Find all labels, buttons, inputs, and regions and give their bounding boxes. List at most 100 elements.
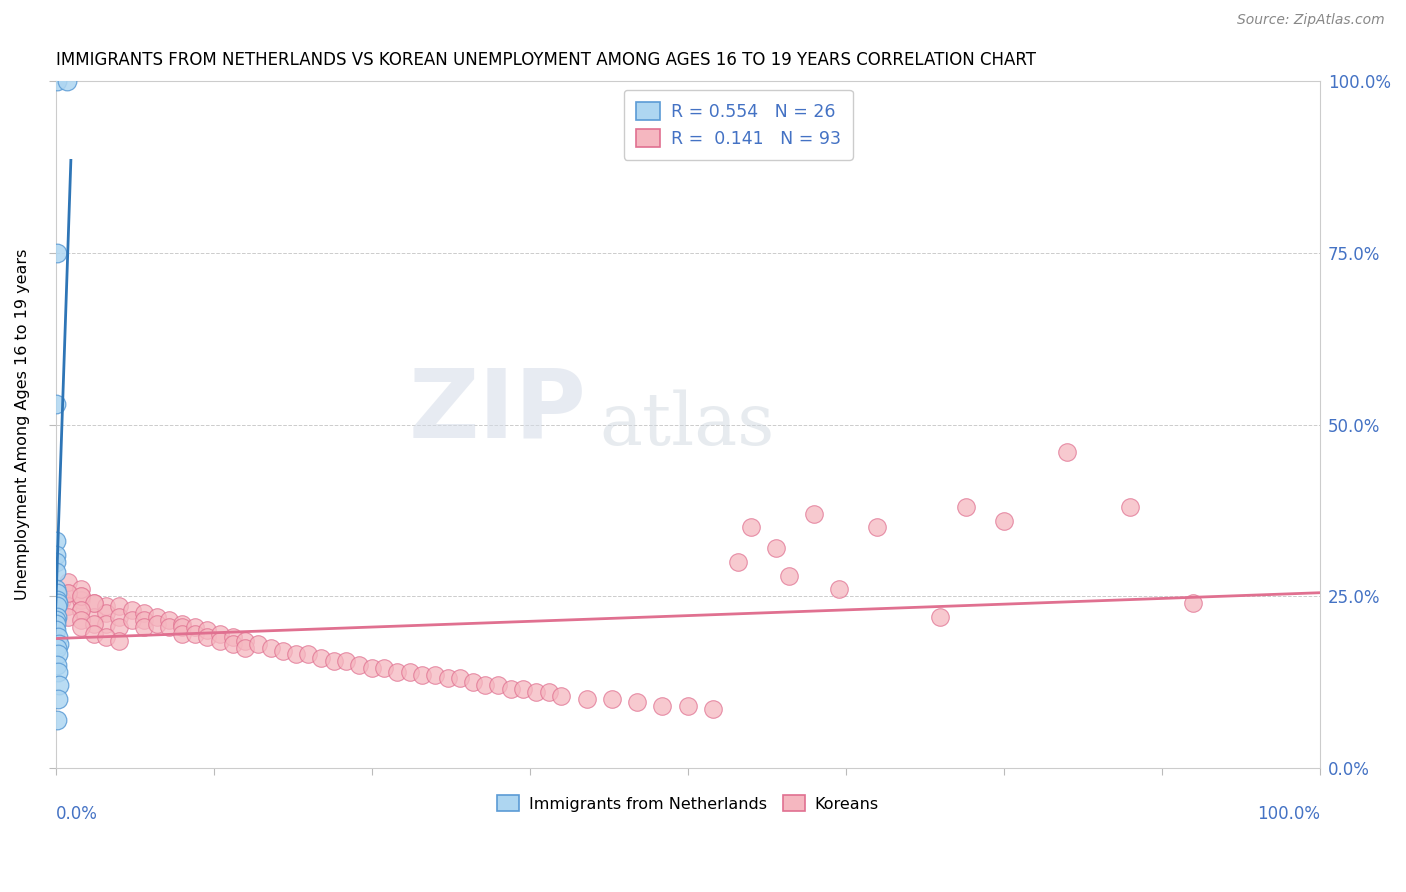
Point xyxy=(322,654,344,668)
Text: 100.0%: 100.0% xyxy=(1257,805,1320,823)
Point xyxy=(83,616,105,631)
Y-axis label: Unemployment Among Ages 16 to 19 years: Unemployment Among Ages 16 to 19 years xyxy=(15,249,30,600)
Point xyxy=(208,633,231,648)
Point xyxy=(46,585,69,599)
Point xyxy=(70,603,93,617)
Point xyxy=(58,585,80,599)
Point xyxy=(83,609,105,624)
Point xyxy=(121,613,143,627)
Point xyxy=(58,585,80,599)
Point xyxy=(45,548,67,562)
Point xyxy=(96,630,118,644)
Point xyxy=(626,696,648,710)
Point xyxy=(46,692,69,706)
Text: atlas: atlas xyxy=(599,389,775,459)
Point xyxy=(461,674,484,689)
Point xyxy=(46,74,69,88)
Text: IMMIGRANTS FROM NETHERLANDS VS KOREAN UNEMPLOYMENT AMONG AGES 16 TO 19 YEARS COR: IMMIGRANTS FROM NETHERLANDS VS KOREAN UN… xyxy=(56,51,1036,69)
Text: 0.0%: 0.0% xyxy=(56,805,97,823)
Point xyxy=(159,613,181,627)
Point xyxy=(46,665,69,679)
Point xyxy=(449,672,471,686)
Point xyxy=(271,644,294,658)
Point xyxy=(233,640,256,655)
Point xyxy=(385,665,408,679)
Point xyxy=(58,575,80,590)
Point xyxy=(70,589,93,603)
Point xyxy=(676,698,699,713)
Point xyxy=(929,609,952,624)
Point xyxy=(221,637,243,651)
Point xyxy=(436,672,458,686)
Point xyxy=(575,692,598,706)
Point xyxy=(512,681,534,696)
Point xyxy=(96,599,118,614)
Point xyxy=(486,678,509,692)
Point xyxy=(46,609,69,624)
Point xyxy=(740,520,762,534)
Point xyxy=(70,589,93,603)
Point xyxy=(70,603,93,617)
Point xyxy=(51,592,73,607)
Point xyxy=(45,397,67,411)
Point xyxy=(411,668,433,682)
Point xyxy=(309,651,332,665)
Point xyxy=(58,609,80,624)
Point xyxy=(221,630,243,644)
Point xyxy=(651,698,673,713)
Point xyxy=(297,648,319,662)
Point xyxy=(172,620,194,634)
Point xyxy=(828,582,851,597)
Point xyxy=(46,596,69,610)
Point xyxy=(70,592,93,607)
Text: ZIP: ZIP xyxy=(409,364,586,458)
Point xyxy=(765,541,787,555)
Point xyxy=(45,616,67,631)
Point xyxy=(955,500,977,514)
Point xyxy=(134,607,156,621)
Point xyxy=(195,630,218,644)
Point xyxy=(45,534,67,549)
Point xyxy=(45,582,67,597)
Point xyxy=(56,74,79,88)
Point xyxy=(335,654,357,668)
Point xyxy=(803,507,825,521)
Point xyxy=(172,627,194,641)
Point xyxy=(184,627,207,641)
Point xyxy=(46,648,69,662)
Point xyxy=(146,609,169,624)
Point xyxy=(96,607,118,621)
Point xyxy=(108,633,131,648)
Point xyxy=(172,616,194,631)
Point xyxy=(45,555,67,569)
Point xyxy=(45,624,67,638)
Point xyxy=(46,599,69,614)
Point xyxy=(48,637,70,651)
Point xyxy=(108,599,131,614)
Point xyxy=(58,599,80,614)
Point xyxy=(121,603,143,617)
Point xyxy=(70,620,93,634)
Point xyxy=(360,661,382,675)
Point xyxy=(83,596,105,610)
Point xyxy=(284,648,307,662)
Point xyxy=(702,702,724,716)
Point xyxy=(83,596,105,610)
Point xyxy=(208,627,231,641)
Point xyxy=(134,620,156,634)
Point xyxy=(499,681,522,696)
Point xyxy=(45,613,67,627)
Point xyxy=(398,665,420,679)
Point xyxy=(1119,500,1142,514)
Point xyxy=(727,555,749,569)
Point xyxy=(48,678,70,692)
Point xyxy=(45,565,67,579)
Point xyxy=(108,620,131,634)
Point xyxy=(1056,445,1078,459)
Point xyxy=(83,627,105,641)
Point xyxy=(184,620,207,634)
Legend: Immigrants from Netherlands, Koreans: Immigrants from Netherlands, Koreans xyxy=(491,789,884,818)
Point xyxy=(96,616,118,631)
Point xyxy=(146,616,169,631)
Point xyxy=(46,592,69,607)
